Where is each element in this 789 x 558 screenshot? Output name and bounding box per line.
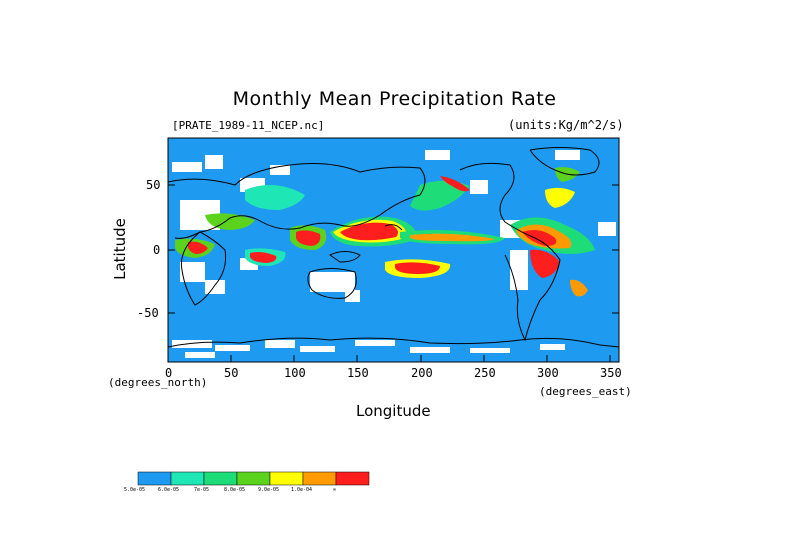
file-label: [PRATE_1989-11_NCEP.nc] [172,119,325,132]
coastlines [167,147,620,348]
legend-label: 7e-05 [194,487,210,493]
x-tick-label: 150 [347,366,369,380]
legend-label: 9.0e-05 [258,487,280,493]
legend-label: 6.0e-05 [158,487,180,493]
x-tick-label: 350 [600,366,622,380]
legend-swatch [137,471,172,486]
x-tick-label: 300 [537,366,559,380]
y-axis-unit: (degrees_north) [108,376,208,389]
legend-swatch [269,471,304,486]
x-tick-label: 0 [165,366,173,380]
x-tick-label: 200 [411,366,433,380]
map-title: Monthly Mean Precipitation Rate [232,88,557,110]
x-axis-label: Longitude [356,402,431,420]
x-tick-label: 50 [224,366,239,380]
legend-label: 8.0e-05 [224,487,246,493]
legend-swatch [170,471,205,486]
color-legend [137,471,370,486]
x-axis-unit: (degrees_east) [539,385,632,398]
ocean-background [168,138,619,362]
legend-label: 1.0e-04 [291,487,313,493]
y-tick-label: -50 [137,306,159,320]
legend-swatch [236,471,271,486]
legend-swatch [203,471,238,486]
axis-ticks [167,184,619,362]
y-tick-label: 50 [146,178,161,192]
x-tick-label: 250 [474,366,496,380]
units-label: (units:Kg/m^2/s) [508,118,624,132]
legend-label: ∞ [333,487,337,493]
y-tick-label: 0 [153,243,161,257]
legend-label: 5.0e-05 [124,487,146,493]
x-tick-label: 100 [284,366,306,380]
legend-swatch [302,471,337,486]
y-axis-label: Latitude [111,218,129,280]
legend-swatch [335,471,370,486]
